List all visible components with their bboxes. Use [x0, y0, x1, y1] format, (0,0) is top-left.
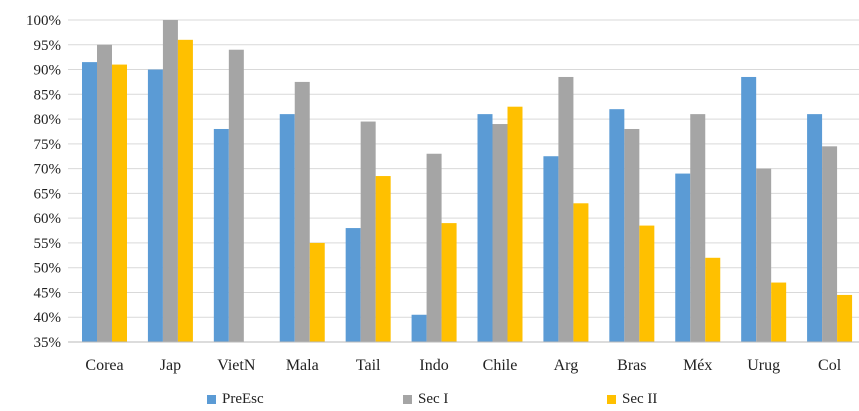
- y-tick-label: 100%: [26, 13, 61, 29]
- x-tick-label: Chile: [483, 357, 518, 374]
- legend-item-sec-i: Sec I: [403, 391, 448, 408]
- x-tick-label: Mala: [286, 357, 319, 374]
- bar-sec-ii-bras: [639, 225, 655, 342]
- bar-sec-ii-méx: [705, 257, 721, 342]
- bar-preesc-indo: [411, 314, 427, 342]
- bar-preesc-mala: [279, 114, 295, 342]
- y-tick-label: 65%: [34, 186, 62, 202]
- bar-preesc-arg: [543, 156, 559, 342]
- bar-sec-ii-tail: [375, 176, 391, 342]
- bar-sec-i-chile: [492, 124, 508, 343]
- y-tick-label: 50%: [34, 261, 62, 277]
- x-tick-label: Bras: [617, 357, 646, 374]
- bar-sec-ii-jap: [177, 39, 193, 343]
- bar-sec-i-indo: [426, 153, 442, 342]
- gridlines: [68, 19, 859, 318]
- x-tick-label: Méx: [683, 357, 712, 374]
- y-tick-label: 35%: [34, 335, 62, 351]
- bar-sec-i-vietn: [228, 49, 244, 342]
- legend-label-preesc: PreEsc: [222, 391, 264, 407]
- y-tick-label: 75%: [34, 137, 62, 153]
- bar-sec-ii-corea: [112, 64, 127, 342]
- bar-sec-i-urug: [756, 168, 772, 342]
- legend-item-preesc: PreEsc: [207, 391, 264, 408]
- bar-preesc-tail: [345, 228, 361, 342]
- legend-item-sec-ii: Sec II: [607, 391, 657, 408]
- bar-sec-ii-arg: [573, 203, 589, 342]
- legend: PreEsc Sec I Sec II: [0, 391, 859, 411]
- x-tick-label: Indo: [419, 357, 448, 374]
- y-tick-label: 45%: [34, 285, 62, 301]
- bar-sec-ii-indo: [441, 223, 457, 342]
- bar-sec-i-bras: [624, 128, 640, 342]
- bar-sec-i-méx: [690, 114, 706, 342]
- bar-sec-ii-col: [837, 294, 853, 342]
- bars: [82, 20, 853, 343]
- x-tick-label: Tail: [356, 357, 381, 374]
- x-tick-label: Urug: [747, 357, 780, 374]
- bar-sec-ii-chile: [507, 106, 523, 342]
- bar-preesc-vietn: [213, 128, 229, 342]
- y-tick-label: 95%: [34, 38, 62, 54]
- bar-preesc-chile: [477, 114, 493, 342]
- bar-preesc-bras: [609, 109, 625, 343]
- x-axis-tick-labels: Corea Jap VietN Mala Tail Indo Chile Arg Bras Méx…: [85, 357, 841, 374]
- bar-sec-ii-mala: [309, 242, 325, 342]
- y-tick-label: 60%: [34, 211, 62, 227]
- bar-sec-i-corea: [97, 44, 112, 343]
- x-tick-label: Corea: [85, 357, 123, 374]
- legend-swatch-sec-i: [403, 395, 412, 404]
- legend-label-sec-ii: Sec II: [622, 391, 658, 407]
- bar-preesc-urug: [741, 76, 757, 342]
- legend-swatch-preesc: [207, 395, 216, 404]
- bar-sec-i-mala: [294, 81, 310, 342]
- bar-preesc-méx: [675, 173, 691, 342]
- y-axis-tick-labels: 35% 40% 45% 50% 55% 60% 65% 70% 75% 80% 85% 90% 95% 1…: [26, 13, 61, 351]
- x-tick-label: Col: [818, 357, 842, 374]
- bar-sec-i-arg: [558, 76, 574, 342]
- bar-preesc-corea: [82, 62, 97, 342]
- bar-sec-ii-urug: [771, 282, 787, 342]
- x-tick-label: Arg: [554, 357, 579, 374]
- y-tick-label: 85%: [34, 87, 62, 103]
- bar-sec-i-jap: [162, 20, 178, 342]
- legend-swatch-sec-ii: [607, 395, 616, 404]
- x-tick-label: VietN: [217, 357, 256, 374]
- bar-preesc-col: [807, 114, 823, 342]
- y-tick-label: 40%: [34, 310, 62, 326]
- y-tick-label: 80%: [34, 112, 62, 128]
- bar-sec-i-col: [822, 146, 838, 342]
- y-tick-label: 70%: [34, 162, 62, 178]
- y-tick-label: 90%: [34, 63, 62, 79]
- legend-label-sec-i: Sec I: [418, 391, 449, 407]
- bar-chart: 35% 40% 45% 50% 55% 60% 65% 70% 75% 80% 85% 90% 95% 1…: [26, 13, 859, 374]
- bar-preesc-jap: [147, 69, 163, 343]
- y-tick-label: 55%: [34, 236, 62, 252]
- bar-sec-i-tail: [360, 121, 376, 342]
- x-tick-label: Jap: [160, 357, 181, 374]
